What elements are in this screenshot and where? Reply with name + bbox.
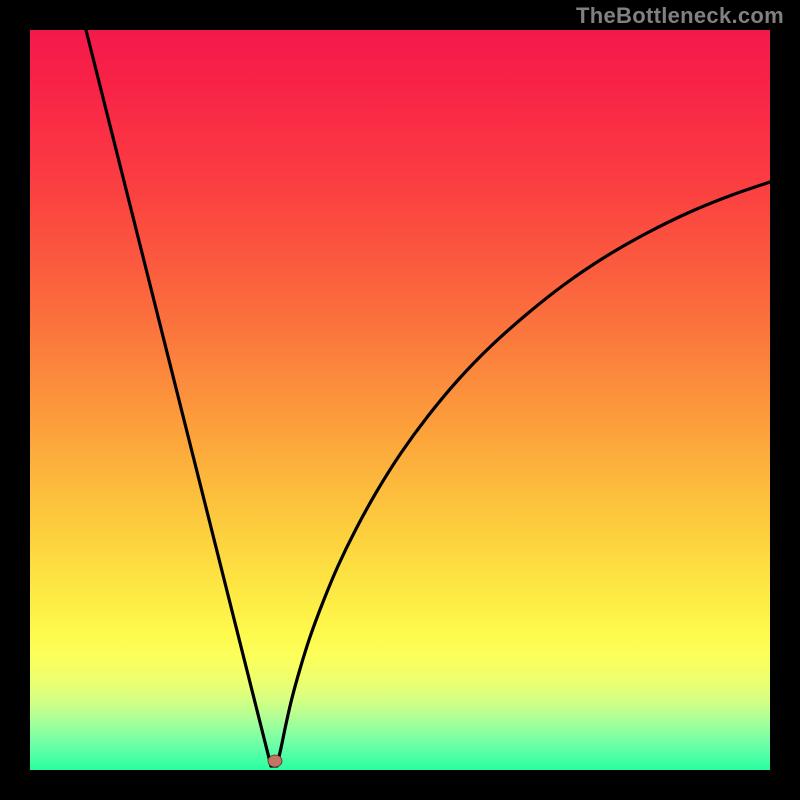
watermark-text: TheBottleneck.com [576,3,784,29]
plot-area [30,30,770,770]
chart-container: TheBottleneck.com [0,0,800,800]
curve-overlay [30,30,770,770]
min-marker [268,755,282,767]
